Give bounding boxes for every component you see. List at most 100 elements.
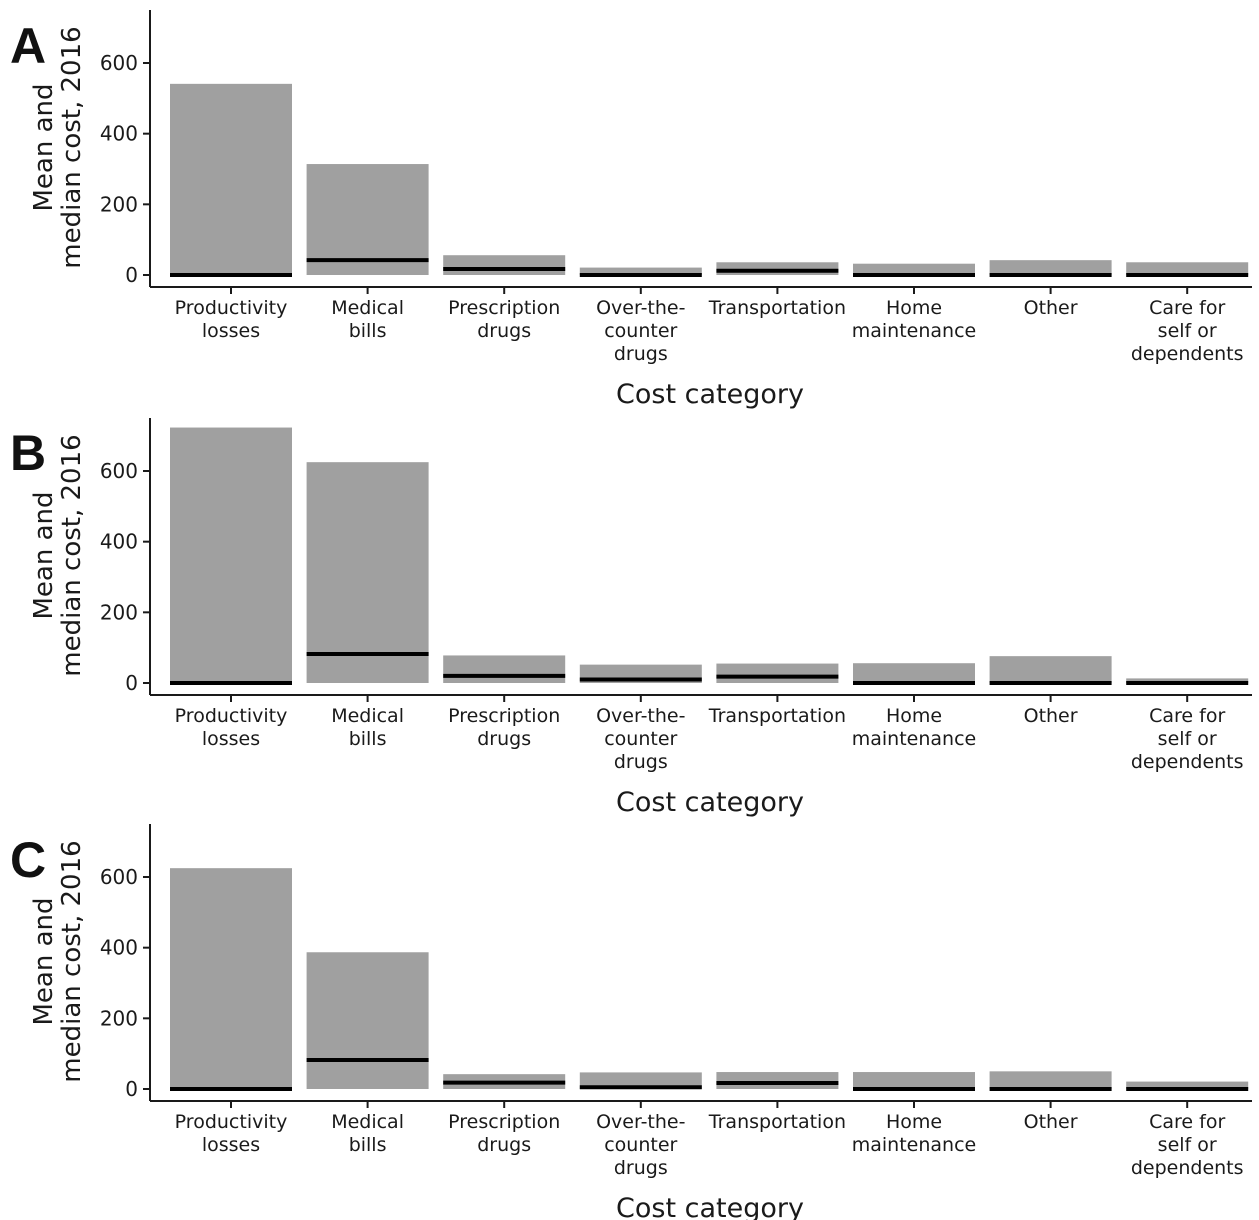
- category-label-line: maintenance: [852, 728, 976, 750]
- category-label: Care for self or dependents: [1131, 297, 1244, 365]
- category-label-line: Other: [1024, 1111, 1078, 1133]
- y-axis-title-line: Mean and: [29, 897, 59, 1025]
- mean-bar: [853, 663, 975, 683]
- y-axis-title-line: median cost, 2016: [57, 26, 87, 268]
- y-tick-label: 0: [125, 1077, 138, 1101]
- category-label-line: Productivity: [175, 705, 288, 727]
- mean-bar: [306, 952, 429, 1089]
- category-label-line: Transportation: [708, 705, 846, 727]
- category-label-line: Transportation: [708, 1111, 846, 1133]
- mean-bar: [306, 462, 429, 683]
- category-label-line: Home: [886, 297, 942, 319]
- category-label: Home maintenance: [852, 705, 976, 750]
- category-label-line: Other: [1024, 705, 1078, 727]
- y-axis-title: Mean andmedian cost, 2016: [29, 434, 87, 676]
- category-label: Care for self or dependents: [1131, 1111, 1244, 1179]
- category-label: Productivity losses: [175, 705, 288, 750]
- mean-bar: [579, 1072, 702, 1089]
- mean-bar: [716, 663, 839, 683]
- y-axis-title-line: median cost, 2016: [57, 434, 87, 676]
- category-label: Medical bills: [331, 705, 404, 750]
- x-axis-title: Cost category: [616, 787, 804, 818]
- chart-panel-c: 0 200 400 600 Productivity losses Medical bills…: [10, 824, 1252, 1220]
- category-label-line: maintenance: [852, 320, 976, 342]
- category-label-line: bills: [349, 1134, 387, 1156]
- category-label: Transportation: [708, 705, 846, 727]
- category-label-line: Home: [886, 1111, 942, 1133]
- category-label-line: Medical: [331, 705, 404, 727]
- y-tick-label: 0: [125, 263, 138, 287]
- category-label: Prescription drugs: [448, 1111, 560, 1156]
- y-tick-label: 200: [100, 1006, 138, 1030]
- mean-bar: [1126, 678, 1249, 683]
- category-label-line: Home: [886, 705, 942, 727]
- category-label-line: self or: [1158, 320, 1217, 342]
- category-label-line: Productivity: [175, 297, 288, 319]
- y-tick-label: 200: [100, 600, 138, 624]
- mean-bar: [989, 260, 1112, 275]
- category-label-line: drugs: [614, 751, 668, 773]
- category-label-line: Productivity: [175, 1111, 288, 1133]
- category-label: Over-the-counter drugs: [596, 1111, 685, 1179]
- category-label: Other: [1024, 705, 1078, 727]
- x-axis-title: Cost category: [616, 1193, 804, 1220]
- category-label: Transportation: [708, 1111, 846, 1133]
- category-label: Transportation: [708, 297, 846, 319]
- category-label-line: dependents: [1131, 343, 1244, 365]
- category-label: Other: [1024, 1111, 1078, 1133]
- y-tick-label: 600: [100, 865, 138, 889]
- y-axis-title-line: median cost, 2016: [57, 840, 87, 1082]
- category-label-line: Transportation: [708, 297, 846, 319]
- category-label-line: Care for: [1149, 1111, 1225, 1133]
- category-label-line: counter: [604, 320, 677, 342]
- category-label-line: Medical: [331, 297, 404, 319]
- mean-bar: [853, 263, 975, 275]
- y-tick-label: 200: [100, 192, 138, 216]
- category-label-line: dependents: [1131, 751, 1244, 773]
- chart-panel-a: 0 200 400 600 Productivity losses Medical bills…: [10, 10, 1252, 410]
- category-label-line: Over-the-: [596, 1111, 685, 1133]
- category-label: Productivity losses: [175, 297, 288, 342]
- category-label: Home maintenance: [852, 297, 976, 342]
- panel-label: A: [10, 18, 46, 74]
- mean-bar: [579, 267, 702, 275]
- y-tick-label: 0: [125, 671, 138, 695]
- category-label-line: maintenance: [852, 1134, 976, 1156]
- mean-bar: [1126, 262, 1249, 275]
- category-label-line: drugs: [477, 728, 531, 750]
- category-label: Productivity losses: [175, 1111, 288, 1156]
- category-label-line: Over-the-: [596, 705, 685, 727]
- y-tick-label: 400: [100, 530, 138, 554]
- mean-bar: [1126, 1081, 1249, 1089]
- panel-label: B: [10, 425, 46, 481]
- panel-label: C: [10, 832, 46, 888]
- y-tick-label: 400: [100, 122, 138, 146]
- mean-bar: [716, 262, 839, 275]
- category-label-line: drugs: [614, 343, 668, 365]
- mean-bar: [170, 427, 292, 683]
- category-label-line: bills: [349, 320, 387, 342]
- mean-bar: [306, 164, 429, 275]
- category-label-line: self or: [1158, 728, 1217, 750]
- mean-bar: [989, 656, 1112, 683]
- category-label: Medical bills: [331, 297, 404, 342]
- category-label: Home maintenance: [852, 1111, 976, 1156]
- category-label-line: Prescription: [448, 297, 560, 319]
- category-label: Over-the-counter drugs: [596, 297, 685, 365]
- category-label: Care for self or dependents: [1131, 705, 1244, 773]
- x-axis-title: Cost category: [616, 379, 804, 410]
- y-axis-title-line: Mean and: [29, 83, 59, 211]
- category-label-line: Over-the-: [596, 297, 685, 319]
- category-label-line: counter: [604, 1134, 677, 1156]
- y-tick-label: 600: [100, 51, 138, 75]
- mean-bar: [170, 868, 292, 1089]
- y-axis-title: Mean andmedian cost, 2016: [29, 840, 87, 1082]
- category-label-line: self or: [1158, 1134, 1217, 1156]
- category-label-line: Other: [1024, 297, 1078, 319]
- category-label-line: drugs: [477, 1134, 531, 1156]
- category-label-line: bills: [349, 728, 387, 750]
- category-label: Prescription drugs: [448, 705, 560, 750]
- category-label-line: losses: [202, 728, 260, 750]
- category-label-line: Prescription: [448, 1111, 560, 1133]
